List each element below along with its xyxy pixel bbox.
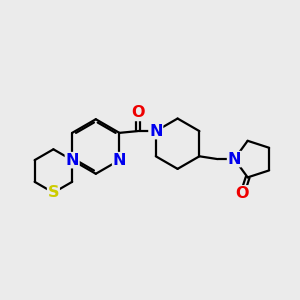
Text: N: N [228, 152, 241, 166]
Text: N: N [113, 153, 126, 168]
Text: S: S [48, 185, 59, 200]
Text: N: N [149, 124, 163, 139]
Text: N: N [65, 153, 79, 168]
Text: O: O [236, 186, 249, 201]
Text: O: O [131, 105, 144, 120]
